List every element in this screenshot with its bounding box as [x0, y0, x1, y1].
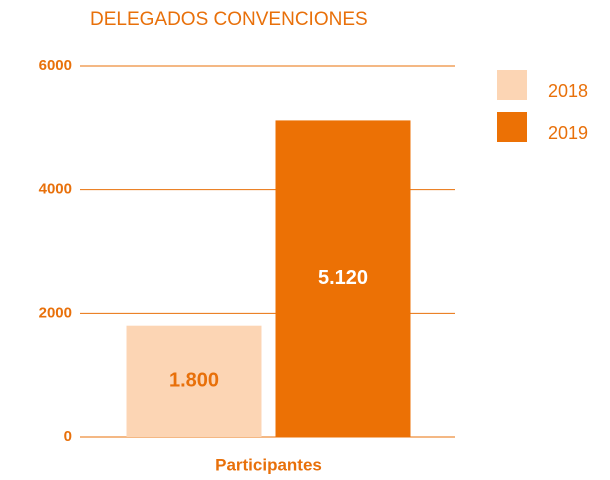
value-label: 5.120: [318, 267, 368, 289]
bar: [126, 325, 262, 437]
value-label: 1.800: [169, 370, 219, 392]
y-tick-label: 4000: [39, 181, 72, 198]
legend-label: 2019: [548, 123, 588, 143]
y-tick-label: 2000: [39, 304, 72, 321]
x-tick-label: Participantes: [215, 455, 322, 474]
y-tick-label: 0: [64, 428, 72, 445]
legend-label: 2018: [548, 81, 588, 101]
chart-title: DELEGADOS CONVENCIONES: [90, 9, 368, 30]
bar: [275, 120, 411, 437]
legend-swatch: [497, 112, 527, 142]
y-tick-label: 6000: [39, 57, 72, 74]
legend-swatch: [497, 70, 527, 100]
